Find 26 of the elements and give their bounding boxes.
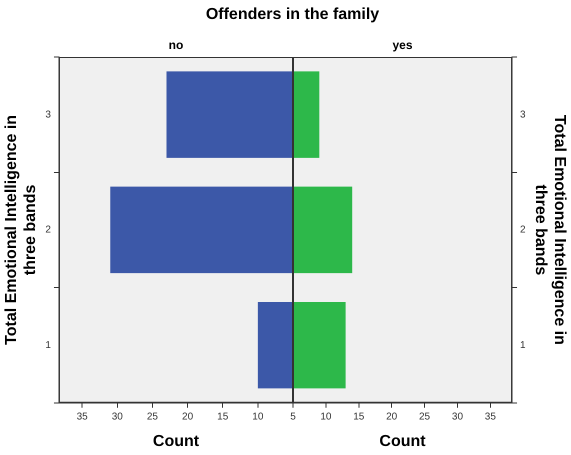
x-tick-label: 35 — [484, 412, 496, 423]
chart-subtitle: yes — [392, 38, 413, 52]
x-tick-label: 35 — [76, 412, 88, 423]
y-axis-title: Total Emotional Intelligence in three bands — [3, 114, 40, 345]
x-tick-label: 10 — [320, 412, 332, 423]
x-tick-label: 15 — [217, 412, 229, 423]
chart-title: Offenders in the family — [204, 6, 380, 24]
y-tick-label: 2 — [520, 224, 526, 236]
y-tick-label: 3 — [45, 109, 52, 120]
x-tick-label: 20 — [386, 412, 398, 423]
x-tick-label: 25 — [146, 412, 158, 423]
x-tick-label: 5 — [290, 412, 296, 423]
x-tick-label: 30 — [112, 412, 124, 423]
y-tick-label: 1 — [45, 340, 52, 351]
x-tick-label: 25 — [418, 412, 431, 423]
x-tick-label: 15 — [353, 412, 365, 423]
chart-subtitle: no — [168, 38, 184, 52]
x-tick-label: 30 — [452, 412, 464, 423]
y-tick-label: 1 — [520, 340, 526, 351]
x-tick-label: 10 — [252, 412, 264, 423]
y-tick-label: 2 — [45, 224, 52, 236]
x-axis-title: Count — [152, 432, 200, 450]
x-tick-label: 20 — [182, 412, 194, 423]
x-axis-title: Count — [379, 432, 426, 450]
y2-axis-title: Total Emotional Intelligence in three bands — [532, 114, 568, 345]
y-tick-label: 3 — [520, 109, 526, 120]
